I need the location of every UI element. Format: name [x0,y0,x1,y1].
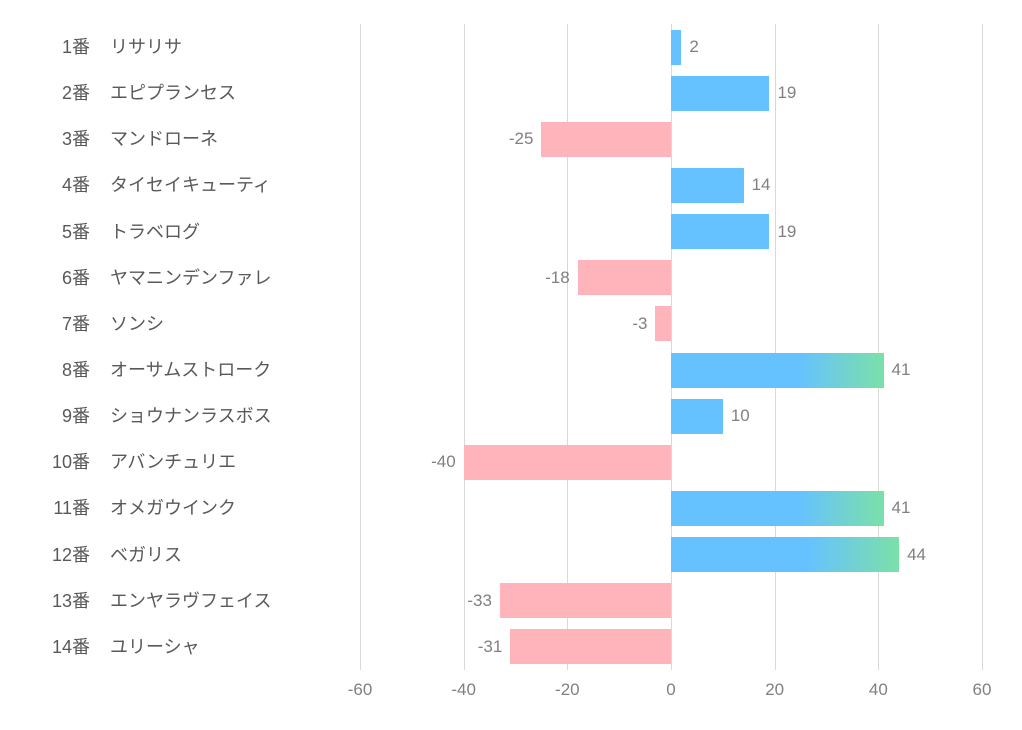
bar-row: 19 [360,209,982,255]
bar-row: 2 [360,24,982,70]
x-tick-label: 0 [666,680,675,700]
bar-value-label: -31 [478,637,503,657]
category-name: エンヤラヴフェイス [110,592,360,610]
bar [510,629,671,664]
bar [671,168,744,203]
bar [464,445,671,480]
category-number: 4番 [40,176,110,194]
category-name: マンドローネ [110,130,360,148]
bar [578,260,671,295]
category-label: 9番ショウナンラスボス [40,393,360,439]
category-number: 11番 [40,499,110,517]
category-labels-column: 1番リサリサ2番エピプランセス3番マンドローネ4番タイセイキューティ5番トラベロ… [40,20,360,670]
bar [671,537,899,572]
bar-row: -31 [360,624,982,670]
bar [500,583,671,618]
category-name: ユリーシャ [110,638,360,656]
category-label: 3番マンドローネ [40,116,360,162]
category-label: 8番オーサムストローク [40,347,360,393]
diverging-bar-chart: 1番リサリサ2番エピプランセス3番マンドローネ4番タイセイキューティ5番トラベロ… [0,0,1022,730]
category-name: ヤマニンデンファレ [110,269,360,287]
category-name: リサリサ [110,38,360,56]
category-name: ショウナンラスボス [110,407,360,425]
gridline [982,24,983,670]
category-name: ソンシ [110,315,360,333]
category-number: 14番 [40,638,110,656]
bar-value-label: -33 [467,591,492,611]
bar-value-label: 41 [892,360,911,380]
category-number: 13番 [40,592,110,610]
category-number: 6番 [40,269,110,287]
bar-row: 10 [360,393,982,439]
bar [655,306,671,341]
category-name: オーサムストローク [110,361,360,379]
category-number: 1番 [40,38,110,56]
bar-value-label: -3 [632,314,647,334]
category-label: 10番アバンチュリエ [40,439,360,485]
category-number: 3番 [40,130,110,148]
category-number: 2番 [40,84,110,102]
bar-row: -25 [360,116,982,162]
category-number: 8番 [40,361,110,379]
category-number: 10番 [40,453,110,471]
x-tick-label: -20 [555,680,580,700]
bar [541,122,671,157]
bar [671,214,769,249]
category-name: アバンチュリエ [110,453,360,471]
category-label: 11番オメガウインク [40,485,360,531]
x-tick-label: 20 [765,680,784,700]
category-label: 2番エピプランセス [40,70,360,116]
bar-row: -18 [360,255,982,301]
plot-area: 2 19 -25 14 19 -18 -3 41 10 -40 41 44 -33 -31 [360,24,982,670]
bar-row: -3 [360,301,982,347]
category-number: 9番 [40,407,110,425]
category-label: 1番リサリサ [40,24,360,70]
category-label: 14番ユリーシャ [40,624,360,670]
bar-row: 41 [360,347,982,393]
category-name: エピプランセス [110,84,360,102]
bar [671,76,769,111]
x-tick-label: -60 [348,680,373,700]
bar-value-label: -25 [509,129,534,149]
bar-row: -33 [360,578,982,624]
bar-value-label: -40 [431,452,456,472]
x-tick-label: 60 [973,680,992,700]
bar [671,30,681,65]
x-tick-label: -40 [451,680,476,700]
bar-value-label: -18 [545,268,570,288]
bar-value-label: 19 [777,83,796,103]
category-label: 12番ベガリス [40,532,360,578]
bar [671,353,884,388]
x-axis: -60-40-200204060 [360,680,982,710]
bar-value-label: 44 [907,545,926,565]
category-number: 7番 [40,315,110,333]
category-name: トラベログ [110,223,360,241]
bars-layer: 2 19 -25 14 19 -18 -3 41 10 -40 41 44 -33 -31 [360,24,982,670]
bar [671,491,884,526]
category-label: 13番エンヤラヴフェイス [40,578,360,624]
bar-row: 41 [360,485,982,531]
bar-row: 14 [360,162,982,208]
category-number: 5番 [40,223,110,241]
category-name: オメガウインク [110,499,360,517]
bar-value-label: 10 [731,406,750,426]
bar [671,399,723,434]
bar-row: 19 [360,70,982,116]
category-name: タイセイキューティ [110,176,360,194]
category-label: 4番タイセイキューティ [40,162,360,208]
category-label: 6番ヤマニンデンファレ [40,255,360,301]
bar-value-label: 2 [689,37,698,57]
bar-value-label: 19 [777,222,796,242]
bar-value-label: 41 [892,498,911,518]
plot-column: 2 19 -25 14 19 -18 -3 41 10 -40 41 44 -33 -31 [360,20,982,670]
category-label: 5番トラベログ [40,209,360,255]
x-tick-label: 40 [869,680,888,700]
category-name: ベガリス [110,546,360,564]
category-label: 7番ソンシ [40,301,360,347]
bar-value-label: 14 [752,175,771,195]
bar-row: -40 [360,439,982,485]
category-number: 12番 [40,546,110,564]
bar-row: 44 [360,532,982,578]
